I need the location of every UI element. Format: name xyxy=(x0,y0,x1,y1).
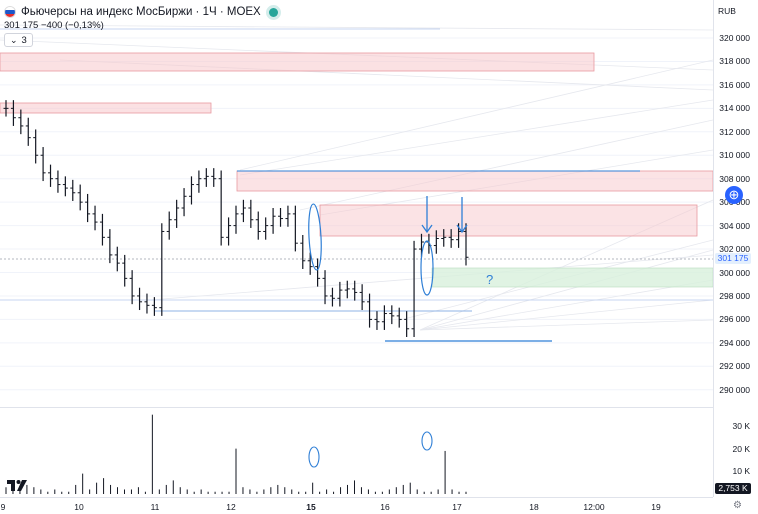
time-tick-label: 12:00 xyxy=(583,502,605,512)
time-tick-label: 16 xyxy=(380,502,390,512)
question-mark-annotation: ? xyxy=(486,272,493,287)
price-tick-label: 312 000 xyxy=(719,126,750,137)
down-arrow-head xyxy=(421,224,433,234)
last-volume-tag: 2,753 K xyxy=(715,483,751,494)
plus-icon: ⊕ xyxy=(728,187,740,202)
fan-line xyxy=(239,59,713,171)
down-arrow-head xyxy=(456,224,468,234)
volume-ellipse xyxy=(308,446,320,468)
fan-line xyxy=(299,119,713,211)
time-tick-label: 17 xyxy=(452,502,462,512)
price-axis[interactable]: 320 000 318 000 316 000 314 000 312 000 310 0… xyxy=(713,0,758,497)
fan-line xyxy=(149,254,713,301)
hand-drawn-ellipse xyxy=(308,203,322,271)
volume-pane-separator[interactable] xyxy=(0,407,713,408)
indicators-toggle-button[interactable]: ⌄ 3 xyxy=(4,33,33,47)
time-tick-label: 18 xyxy=(529,502,539,512)
price-tick-label: 292 000 xyxy=(719,361,750,372)
price-tick-label: 318 000 xyxy=(719,56,750,67)
time-axis[interactable]: 9 10 11 12 15 16 17 18 12:00 19 xyxy=(0,497,713,514)
chart-header: Фьючерсы на индекс МосБиржи · 1Ч · MOEX … xyxy=(0,0,710,50)
last-price-tag: 301 175 xyxy=(715,253,751,264)
price-tick-label: 310 000 xyxy=(719,150,750,161)
volume-tick-label: 30 K xyxy=(732,421,751,431)
time-tick-label: 12 xyxy=(226,502,236,512)
chart-canvas[interactable]: ? xyxy=(0,0,713,497)
fan-line xyxy=(419,299,713,331)
fan-line xyxy=(419,249,713,331)
market-open-status-icon xyxy=(268,7,278,17)
price-tick-label: 302 000 xyxy=(719,244,750,255)
volume-tick-label: 20 K xyxy=(732,444,751,454)
demand-zone-300k xyxy=(431,267,713,288)
last-price: 301 175 xyxy=(4,20,39,31)
price-tick-label: 304 000 xyxy=(719,220,750,231)
supply-zone-318k xyxy=(0,52,595,72)
fan-line xyxy=(419,279,713,331)
time-tick-label: 19 xyxy=(651,502,661,512)
fan-line xyxy=(419,319,713,331)
supply-zone-314k xyxy=(0,102,212,114)
quote-row: 301 175 −400 (−0,13%) xyxy=(4,20,104,31)
supply-zone-308k xyxy=(236,170,713,192)
price-tick-label: 308 000 xyxy=(719,173,750,184)
volume-ellipse xyxy=(421,431,433,451)
chevron-down-icon: ⌄ xyxy=(10,34,18,45)
fan-line xyxy=(239,99,713,176)
price-tick-label: 290 000 xyxy=(719,384,750,395)
time-tick-label: 10 xyxy=(74,502,84,512)
gear-icon[interactable]: ⚙ xyxy=(733,500,742,511)
price-tick-label: 320 000 xyxy=(719,33,750,43)
add-plus-button[interactable]: ⊕ xyxy=(725,186,743,204)
price-tick-label: 300 000 xyxy=(719,267,750,278)
price-tick-label: 314 000 xyxy=(719,103,750,114)
volume-tick-label: 10 K xyxy=(732,466,751,476)
time-tick-label: 15 xyxy=(306,502,316,512)
price-tick-label: 316 000 xyxy=(719,79,750,90)
currency-label[interactable]: RUB xyxy=(718,6,736,16)
supply-zone-305k xyxy=(319,204,698,237)
fan-line xyxy=(0,24,713,31)
price-tick-label: 296 000 xyxy=(719,314,750,325)
indicators-count: 3 xyxy=(21,34,27,46)
price-change: −400 (−0,13%) xyxy=(40,20,104,31)
hand-drawn-ellipse xyxy=(420,240,434,296)
symbol-title-row[interactable]: Фьючерсы на индекс МосБиржи · 1Ч · MOEX xyxy=(4,4,278,20)
symbol-title[interactable]: Фьючерсы на индекс МосБиржи · 1Ч · MOEX xyxy=(21,6,261,18)
time-tick-label: 9 xyxy=(0,502,6,512)
tradingview-logo[interactable] xyxy=(6,476,28,494)
price-tick-label: 298 000 xyxy=(719,290,750,301)
price-tick-label: 294 000 xyxy=(719,337,750,348)
russia-flag-icon xyxy=(4,6,16,18)
time-tick-label: 11 xyxy=(150,502,160,512)
